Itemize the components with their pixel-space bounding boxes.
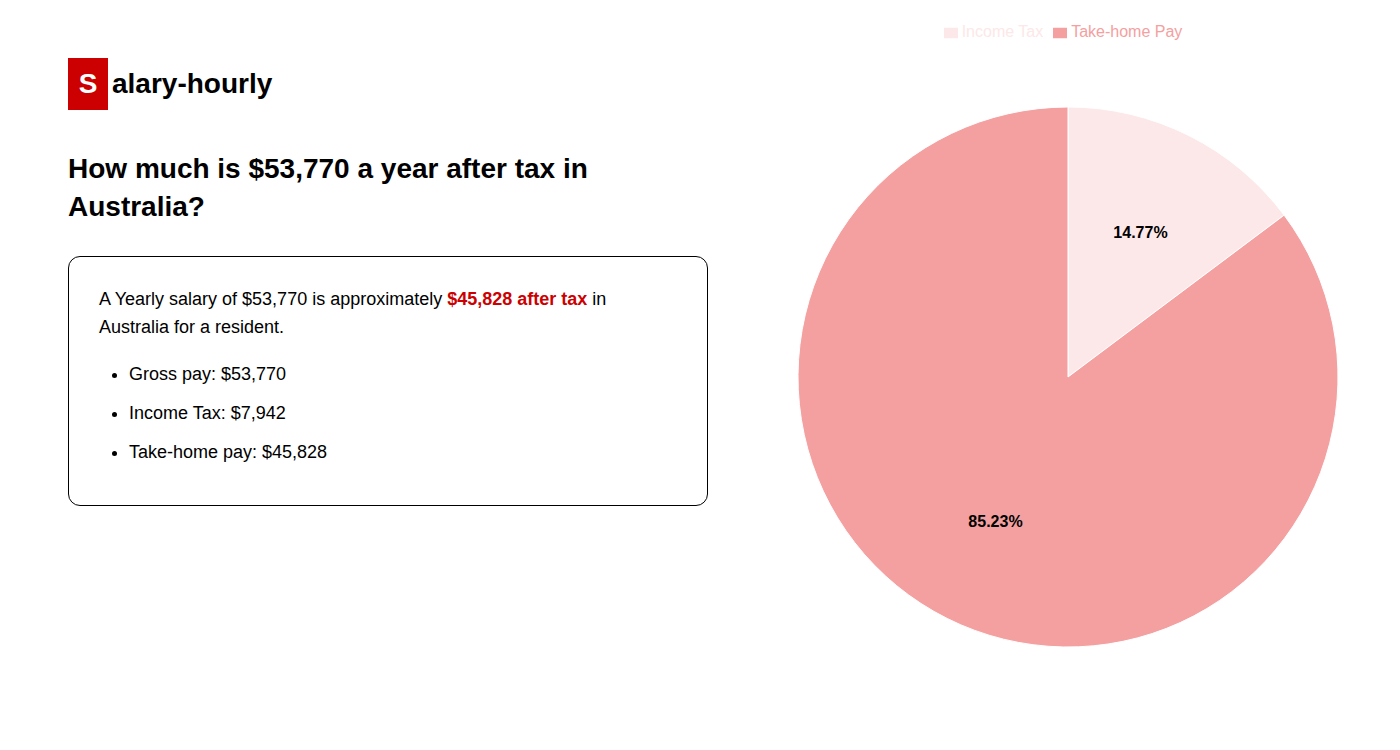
html-text:A Yearly salary of $53,770 is: A Yearly salary of $53,770 is approximat…: [99, 288, 607, 309]
svg-text:85.23%: 85.23%: [968, 513, 1022, 530]
html-text:How much is $53,770 a year aft: How much is $53,770 a year after tax in …: [68, 153, 588, 222]
html-text:Income Tax: Income Tax: [961, 23, 1044, 40]
html-text:Take-home Pay: Take-home Pay: [1071, 23, 1183, 40]
html-text:Take-home pay: $45,828: Take-home pay: $45,828: [129, 441, 328, 462]
svg-text:14.77%: 14.77%: [1113, 224, 1167, 241]
html-text:Income Tax: $7,942: Income Tax: $7,942: [129, 403, 286, 423]
html-text:alary-hourly: alary-hourly: [112, 68, 273, 99]
html-text:Australia for a resident.: Australia for a resident.: [99, 317, 285, 338]
html-text:S: S: [78, 68, 98, 99]
html-text:Gross pay: $53,770: Gross pay: $53,770: [129, 364, 287, 385]
